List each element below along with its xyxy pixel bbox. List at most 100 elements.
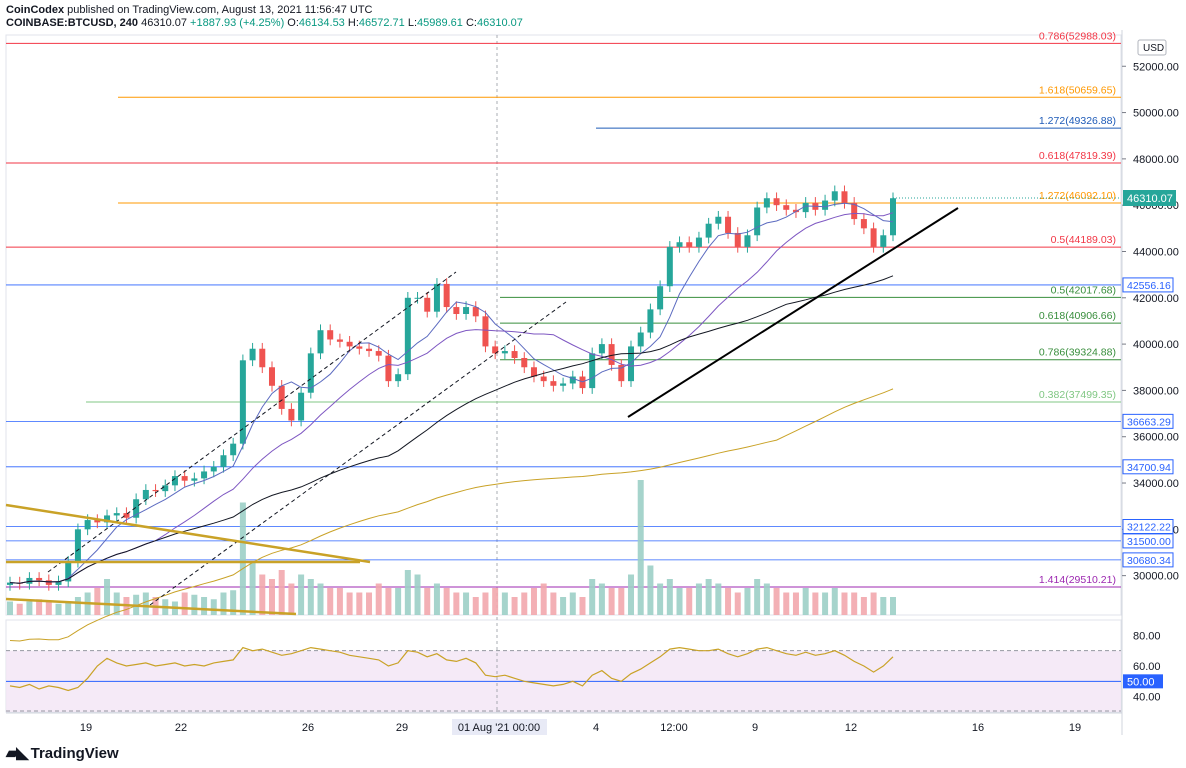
volume-bar bbox=[298, 574, 305, 615]
descending-trendline bbox=[5, 503, 371, 564]
candle-body bbox=[133, 499, 140, 518]
candle-body bbox=[647, 309, 654, 333]
volume-bar bbox=[443, 588, 450, 615]
volume-bar bbox=[890, 597, 896, 615]
candle-body bbox=[686, 242, 693, 247]
horizontal-level-label: 42556.16 bbox=[1127, 280, 1171, 292]
candle-body bbox=[628, 346, 635, 382]
publisher-name: CoinCodex bbox=[6, 4, 65, 16]
volume-bar bbox=[424, 588, 431, 615]
volume-bar bbox=[249, 561, 256, 615]
volume-bar bbox=[637, 480, 644, 615]
price-tick-label: 34000.00 bbox=[1133, 478, 1179, 490]
time-tick-label: 22 bbox=[175, 722, 187, 734]
horizontal-level-label: 36663.29 bbox=[1127, 416, 1171, 428]
lower-support-line bbox=[5, 597, 297, 616]
candle-body bbox=[443, 283, 450, 308]
candle-body bbox=[705, 223, 712, 238]
candle-body bbox=[725, 216, 732, 233]
time-tick-label: 19 bbox=[1069, 722, 1081, 734]
volume-bar bbox=[26, 601, 33, 615]
fib-level-label: 1.414(29510.21) bbox=[1039, 574, 1116, 586]
volume-bar bbox=[307, 579, 314, 615]
candle-body bbox=[715, 216, 722, 224]
candle-body bbox=[191, 478, 198, 481]
candle-body bbox=[560, 383, 567, 386]
open-label: O: bbox=[287, 17, 299, 29]
tradingview-brand[interactable]: ▰◣ TradingView bbox=[6, 743, 119, 763]
candle-body bbox=[754, 207, 761, 236]
last-price-label: 46310.07 bbox=[1127, 193, 1173, 205]
candle-body bbox=[74, 529, 81, 562]
candle-body bbox=[278, 385, 285, 409]
price-pane-frame bbox=[5, 34, 1122, 616]
candle-body bbox=[210, 466, 217, 472]
volume-bar bbox=[725, 588, 732, 615]
horizontal-level-box bbox=[1122, 413, 1174, 429]
volume-bar bbox=[550, 592, 557, 615]
candle-body bbox=[657, 286, 664, 310]
candle-body bbox=[45, 580, 52, 585]
volume-bar bbox=[191, 594, 198, 615]
high-value: 46572.71 bbox=[358, 17, 405, 29]
volume-bar bbox=[36, 599, 43, 615]
candle-body bbox=[181, 476, 188, 481]
volume-bar bbox=[366, 592, 373, 615]
volume-bar bbox=[695, 583, 702, 615]
candle-body bbox=[395, 374, 402, 382]
volume-bar bbox=[278, 570, 285, 615]
candle-body bbox=[366, 348, 373, 352]
candle-body bbox=[7, 582, 13, 585]
volume-bar bbox=[45, 601, 52, 615]
time-tick-label: 12:00 bbox=[660, 722, 688, 734]
volume-bar bbox=[142, 592, 149, 615]
candle-body bbox=[171, 476, 178, 486]
volume-bar bbox=[831, 588, 838, 615]
volume-bar bbox=[560, 597, 567, 615]
candle-body bbox=[831, 191, 838, 201]
crosshair-time-label: 01 Aug '21 00:00 bbox=[458, 722, 540, 734]
volume-bar bbox=[317, 583, 324, 615]
price-tick-label: 50000.00 bbox=[1133, 108, 1179, 120]
volume-bar bbox=[666, 579, 673, 615]
candle-body bbox=[463, 307, 470, 315]
publisher-line: CoinCodex published on TradingView.com, … bbox=[6, 4, 372, 16]
candle-body bbox=[890, 198, 896, 236]
tradingview-logo-icon: ▰◣ bbox=[6, 745, 29, 762]
volume-bar bbox=[220, 592, 227, 615]
candle-body bbox=[55, 581, 62, 585]
ma-slow-line bbox=[9, 275, 894, 584]
volume-bar bbox=[792, 592, 799, 615]
last-price-box bbox=[1123, 190, 1176, 207]
candle-body bbox=[744, 235, 751, 247]
change-value: +1887.93 (+4.25%) bbox=[190, 17, 285, 29]
brand-name: TradingView bbox=[30, 744, 119, 762]
candle-body bbox=[773, 198, 780, 206]
currency-box bbox=[1137, 39, 1167, 56]
channel-lower-line bbox=[149, 301, 567, 606]
price-tick-label: 48000.00 bbox=[1133, 154, 1179, 166]
candle-body bbox=[870, 228, 877, 247]
candle-body bbox=[113, 513, 120, 516]
volume-bar bbox=[880, 597, 887, 615]
fib-level-label: 0.786(39324.88) bbox=[1039, 347, 1116, 359]
volume-bar bbox=[94, 588, 101, 615]
horizontal-level-box bbox=[1122, 552, 1174, 568]
crosshair-time-box bbox=[452, 719, 547, 735]
volume-bar bbox=[181, 592, 188, 615]
rsi-tick-label: 40.00 bbox=[1133, 692, 1161, 704]
candle-body bbox=[482, 316, 489, 347]
candle-body bbox=[540, 376, 547, 382]
candle-body bbox=[375, 351, 382, 356]
fib-level-label: 0.618(47819.39) bbox=[1039, 150, 1116, 162]
candle-body bbox=[841, 191, 848, 203]
candle-body bbox=[424, 297, 431, 312]
candle-body bbox=[589, 353, 596, 389]
volume-bar bbox=[530, 588, 537, 615]
candle-body bbox=[734, 232, 741, 247]
candle-body bbox=[201, 471, 208, 479]
time-tick-label: 26 bbox=[302, 722, 314, 734]
volume-bar bbox=[802, 588, 809, 615]
rsi-marker-box bbox=[1123, 674, 1163, 689]
